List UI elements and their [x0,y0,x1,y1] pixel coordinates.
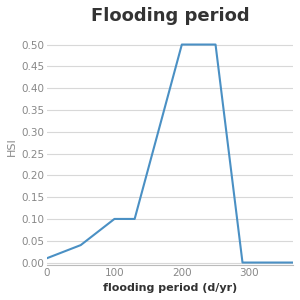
Title: Flooding period: Flooding period [91,7,249,25]
X-axis label: flooding period (d/yr): flooding period (d/yr) [103,283,237,293]
Y-axis label: HSI: HSI [7,138,17,156]
